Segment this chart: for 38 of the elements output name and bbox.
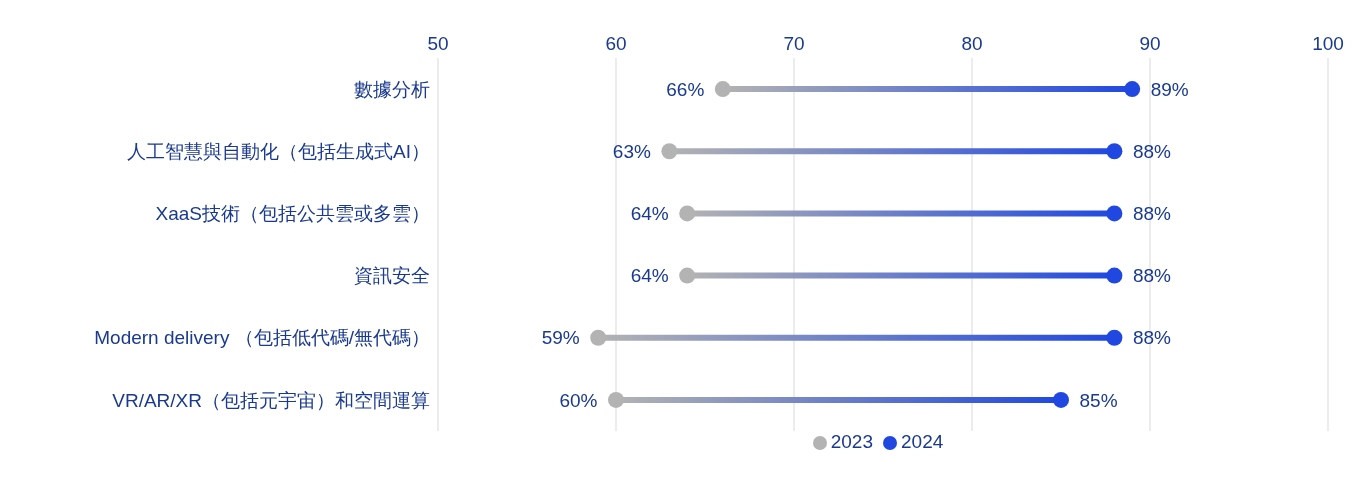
y-tick-label: Modern delivery （包括低代碼/無代碼）	[94, 327, 430, 349]
data-label: 88%	[1132, 265, 1172, 287]
data-label: 85%	[1079, 389, 1118, 411]
data-label: 88%	[1132, 203, 1172, 225]
y-tick-label: VR/AR/XR（包括元宇宙）和空間運算	[112, 389, 430, 411]
point	[608, 391, 624, 408]
x-tick-label: 60	[605, 33, 627, 54]
y-tick-label: 人工智慧與自動化（包括生成式AI）	[127, 140, 430, 162]
data-label: 59%	[541, 327, 580, 349]
y-tick-label: XaaS技術（包括公共雲或多雲）	[155, 203, 430, 225]
point	[1106, 329, 1123, 346]
data-label: 63%	[612, 140, 651, 162]
x-tick-label: 70	[783, 33, 805, 54]
data-label: 66%	[666, 78, 705, 100]
x-tick-label: 80	[961, 33, 983, 54]
point	[1106, 267, 1123, 284]
x-tick-label: 50	[427, 33, 449, 54]
data-label: 89%	[1150, 78, 1189, 100]
point	[1053, 391, 1069, 408]
data-label: 64%	[630, 203, 669, 225]
point	[590, 329, 607, 346]
point	[679, 267, 696, 284]
legend-label: 2024	[901, 431, 944, 452]
point	[1106, 205, 1123, 222]
point	[1106, 143, 1123, 160]
point	[1124, 81, 1141, 98]
point	[661, 143, 678, 160]
data-label: 64%	[630, 265, 669, 287]
data-label: 60%	[559, 389, 598, 411]
data-label: 88%	[1132, 140, 1172, 162]
data-label: 88%	[1132, 327, 1172, 349]
x-tick-label: 100	[1312, 33, 1344, 54]
x-tick-label: 90	[1139, 33, 1161, 54]
y-tick-label: 資訊安全	[354, 265, 430, 287]
y-tick-label: 數據分析	[354, 78, 430, 100]
point	[679, 205, 696, 222]
point	[714, 81, 731, 98]
legend-label: 2023	[830, 431, 873, 452]
